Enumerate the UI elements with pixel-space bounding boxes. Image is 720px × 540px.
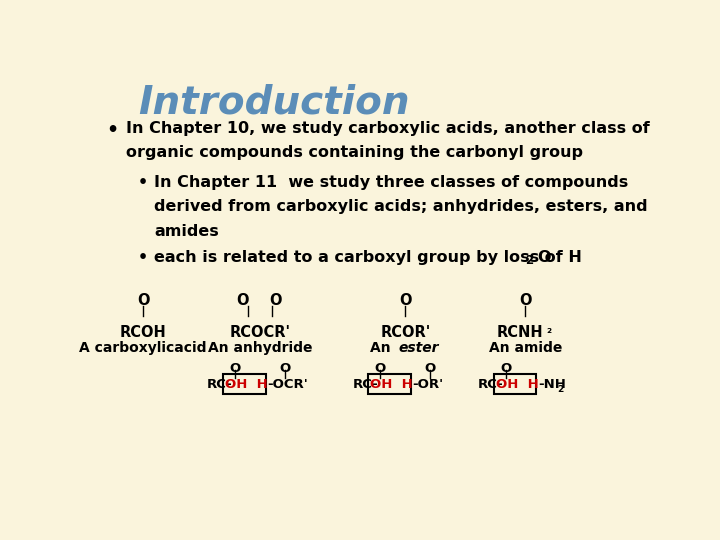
Text: derived from carboxylic acids; anhydrides, esters, and: derived from carboxylic acids; anhydride… (154, 199, 648, 214)
Text: -OR': -OR' (413, 377, 444, 390)
Bar (494, 374, 536, 394)
Text: -OCR': -OCR' (267, 377, 308, 390)
Text: ₂: ₂ (546, 322, 552, 335)
Text: RCOR': RCOR' (380, 325, 431, 340)
Text: RCNH: RCNH (496, 325, 543, 340)
Text: RC-: RC- (478, 377, 503, 390)
Bar (223, 374, 266, 394)
Text: O: O (137, 293, 149, 308)
Text: O: O (399, 293, 412, 308)
Text: O: O (500, 362, 511, 375)
Text: RC-: RC- (352, 377, 378, 390)
Text: O: O (230, 362, 240, 375)
Text: In Chapter 10, we study carboxylic acids, another class of: In Chapter 10, we study carboxylic acids… (126, 121, 650, 136)
Text: O: O (425, 362, 436, 375)
Text: 2: 2 (557, 384, 563, 394)
Text: OH  H: OH H (495, 377, 539, 390)
Text: O: O (519, 293, 531, 308)
Text: O    O: O O (238, 293, 283, 308)
Text: -NH: -NH (538, 377, 566, 390)
Text: OH  H: OH H (225, 377, 268, 390)
Text: An: An (370, 341, 395, 355)
Text: O: O (538, 251, 551, 265)
Bar (369, 374, 411, 394)
Text: RCOCR': RCOCR' (230, 325, 291, 340)
Text: O: O (374, 362, 386, 375)
Text: organic compounds containing the carbonyl group: organic compounds containing the carbony… (126, 145, 583, 160)
Text: RCOH: RCOH (120, 325, 166, 340)
Text: O: O (279, 362, 291, 375)
Text: An anhydride: An anhydride (208, 341, 312, 355)
Text: •: • (107, 121, 119, 140)
Text: An amide: An amide (489, 341, 562, 355)
Text: •: • (138, 175, 148, 190)
Text: RC-: RC- (207, 377, 233, 390)
Text: 2: 2 (526, 254, 534, 267)
Text: ester: ester (399, 341, 439, 355)
Text: A carboxylicacid: A carboxylicacid (79, 341, 207, 355)
Text: In Chapter 11  we study three classes of compounds: In Chapter 11 we study three classes of … (154, 175, 629, 190)
Text: each is related to a carboxyl group by loss of H: each is related to a carboxyl group by l… (154, 251, 582, 265)
Text: amides: amides (154, 224, 219, 239)
Text: OH  H: OH H (370, 377, 413, 390)
Text: Introduction: Introduction (138, 84, 410, 122)
Text: •: • (138, 251, 148, 265)
